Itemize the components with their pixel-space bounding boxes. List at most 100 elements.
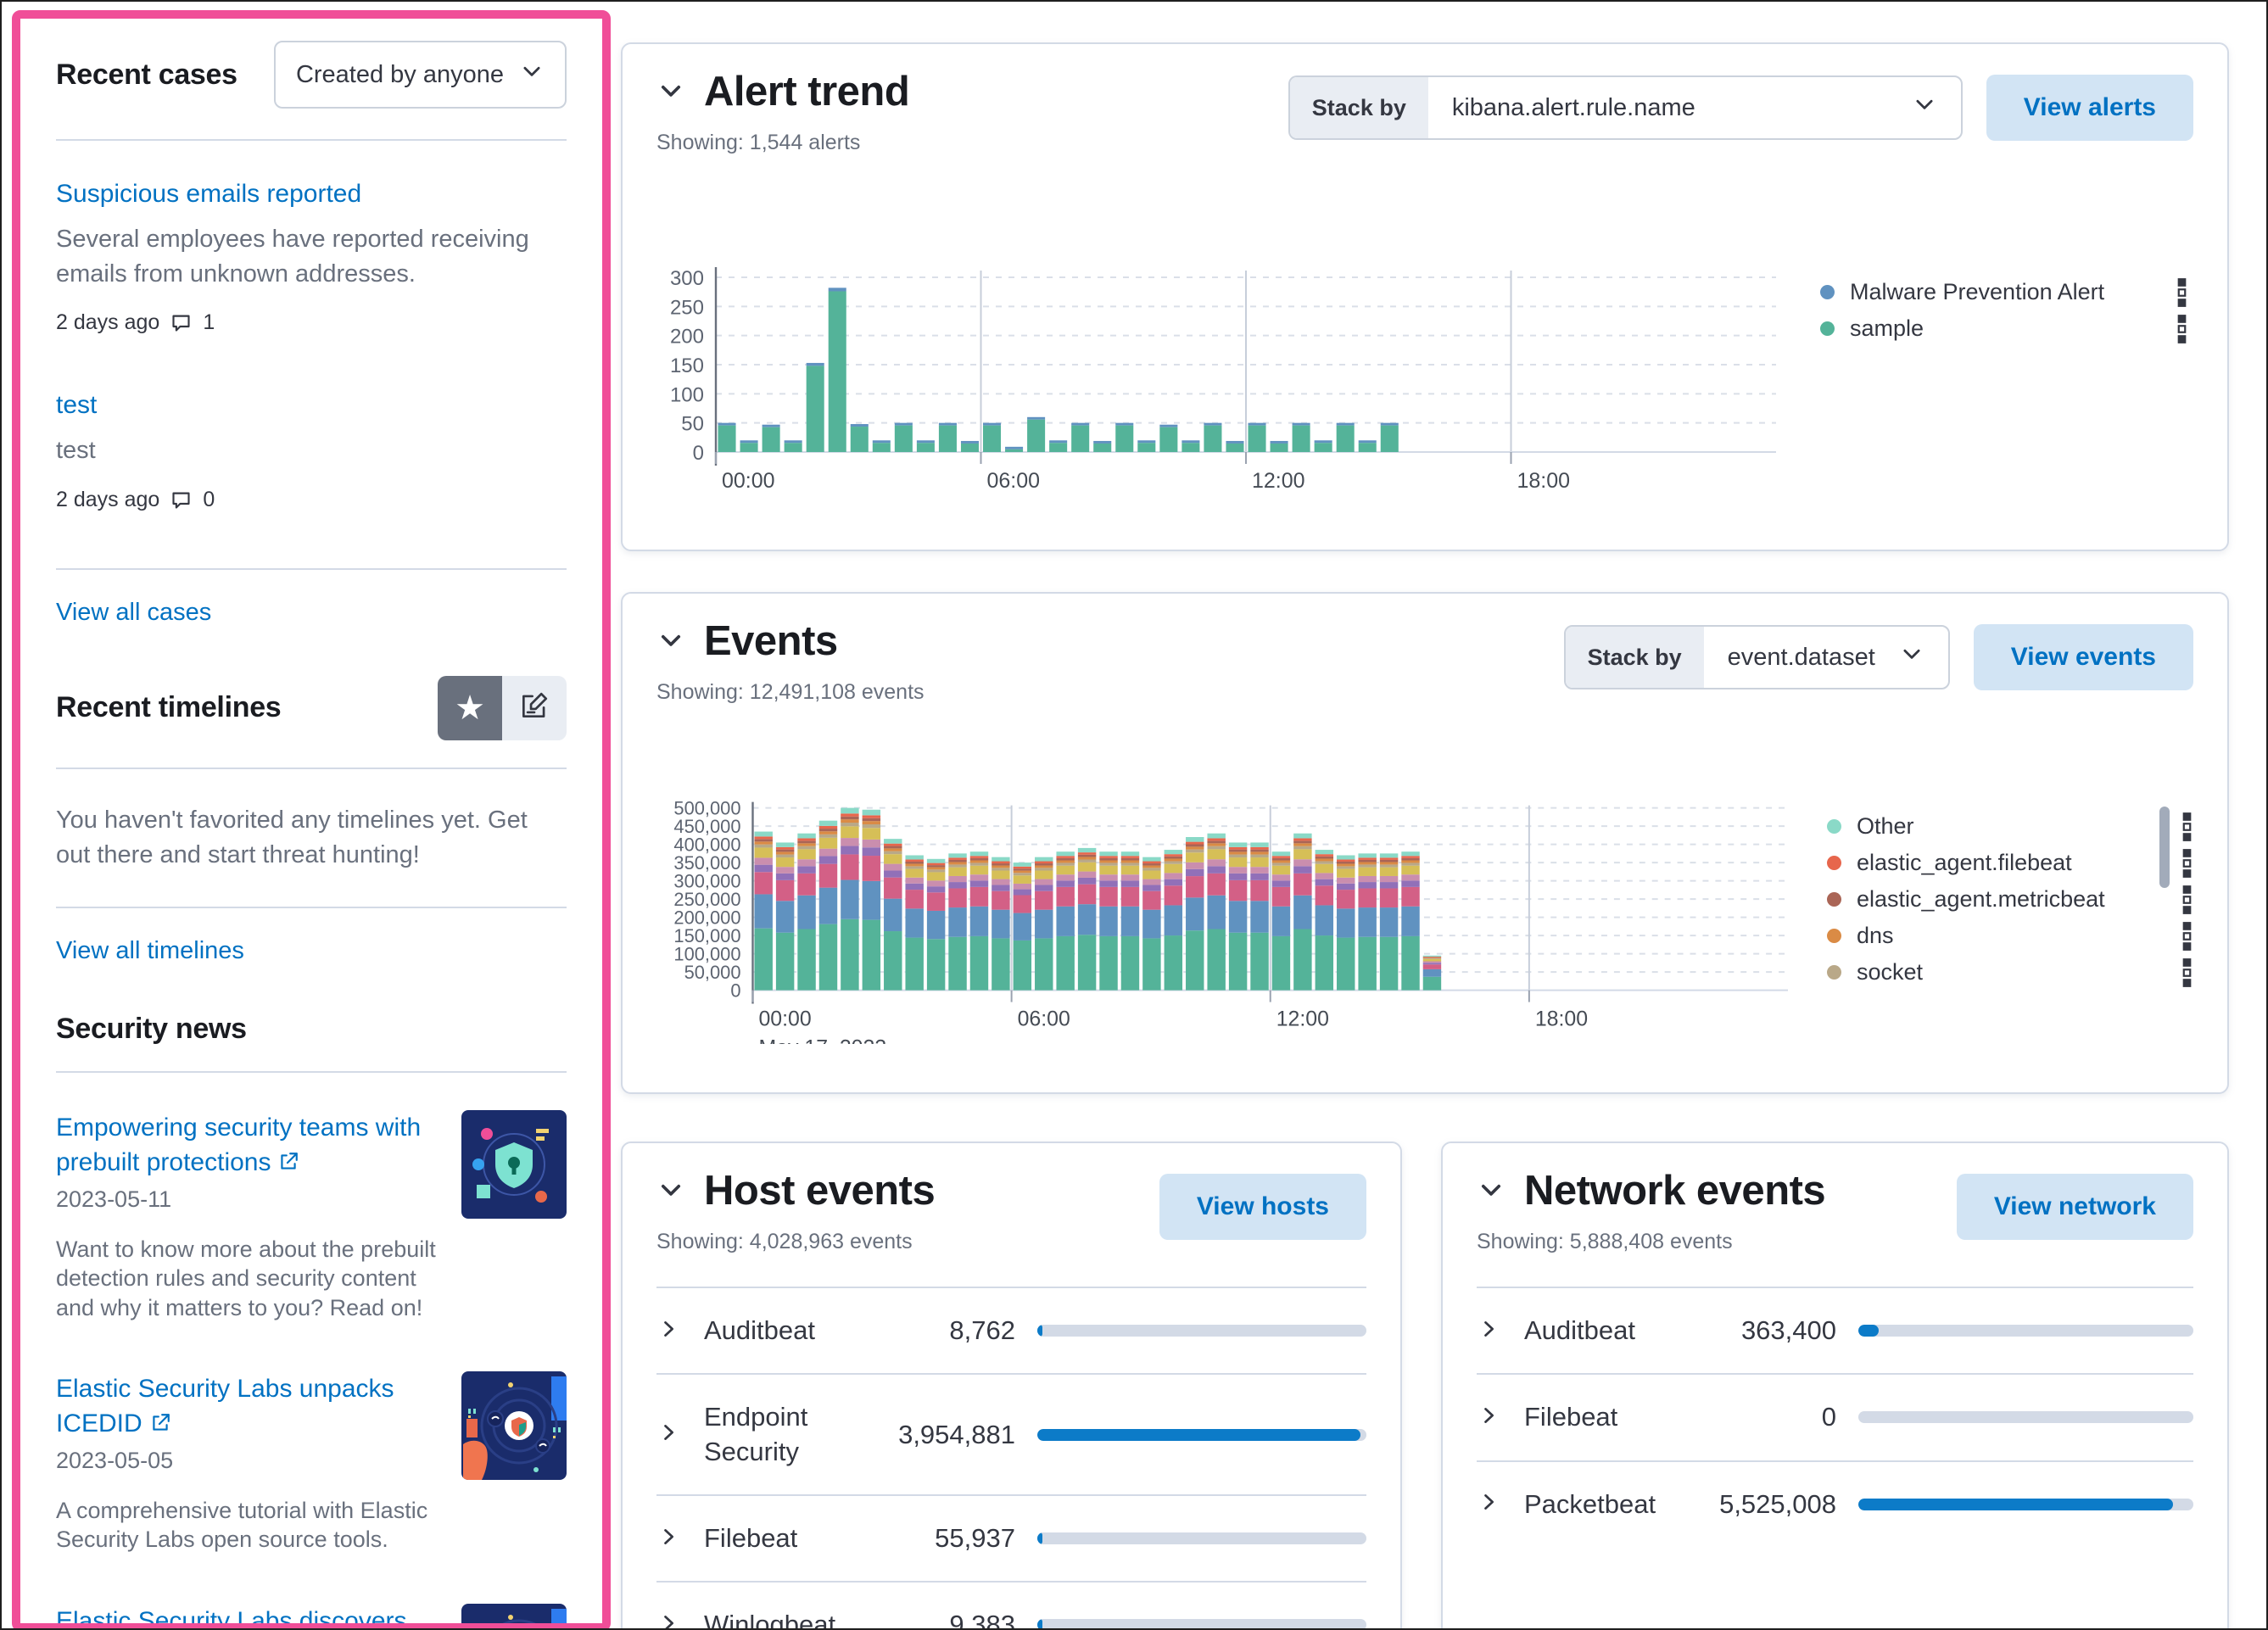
legend-item[interactable]: Other	[1826, 808, 2193, 845]
legend-item[interactable]: sample	[1820, 310, 2188, 347]
security-news-list: Empowering security teams with prebuilt …	[56, 1109, 567, 1630]
star-icon: ★	[455, 689, 485, 727]
view-alerts-button[interactable]: View alerts	[1986, 75, 2193, 141]
timelines-empty-message: You haven't favorited any timelines yet.…	[56, 806, 528, 868]
expand-chevron-icon[interactable]	[1477, 1490, 1500, 1514]
divider	[56, 767, 567, 769]
network-events-title: Network events	[1524, 1168, 1826, 1214]
collapse-chevron-icon[interactable]	[656, 1167, 685, 1214]
network-events-card: Network events Showing: 5,888,408 events…	[1441, 1142, 2229, 1628]
case-age: 2 days ago	[56, 310, 160, 335]
legend-actions-icon[interactable]	[2181, 812, 2193, 842]
network-events-showing: Showing: 5,888,408 events	[1477, 1230, 1733, 1253]
legend-item[interactable]: socket	[1826, 954, 2193, 991]
news-thumbnail	[461, 1109, 567, 1219]
stack-by-value: event.dataset	[1727, 643, 1875, 671]
case-title-link[interactable]: test	[56, 391, 98, 420]
external-link-icon	[281, 1153, 299, 1169]
svg-text:400,000: 400,000	[673, 835, 740, 856]
expand-chevron-icon[interactable]	[656, 1317, 680, 1341]
legend-actions-menu[interactable]	[2176, 314, 2188, 344]
view-hosts-button[interactable]: View hosts	[1159, 1174, 1366, 1240]
alert-stack-by-select[interactable]: Stack by kibana.alert.rule.name	[1288, 75, 1963, 140]
legend-item[interactable]: elastic_agent.filebeat	[1826, 845, 2193, 881]
news-description: A comprehensive tutorial with Elastic Se…	[56, 1498, 428, 1553]
legend-actions-icon[interactable]	[2181, 921, 2193, 952]
expand-chevron-icon[interactable]	[656, 1525, 680, 1549]
legend-item[interactable]: elastic_agent.metricbeat	[1826, 881, 2193, 918]
row-expand-button[interactable]	[1477, 1317, 1502, 1345]
row-expand-button[interactable]	[656, 1525, 682, 1553]
expand-chevron-icon[interactable]	[656, 1611, 680, 1630]
case-item: test test 2 days ago 0	[56, 391, 567, 511]
legend-actions-icon[interactable]	[2176, 277, 2188, 308]
row-expand-button[interactable]	[656, 1317, 682, 1345]
legend-actions-menu[interactable]	[2181, 957, 2193, 988]
news-date: 2023-05-11	[56, 1186, 172, 1213]
legend-actions-menu[interactable]	[2181, 885, 2193, 915]
recently-updated-filter-button[interactable]	[502, 675, 567, 740]
host-events-showing: Showing: 4,028,963 events	[656, 1230, 913, 1253]
svg-text:350,000: 350,000	[673, 852, 740, 874]
recent-cases-list: Suspicious emails reported Several emplo…	[56, 180, 567, 512]
news-date: 2023-05-05	[56, 1448, 174, 1474]
news-title-link[interactable]: Elastic Security Labs discovers the LOBS…	[56, 1606, 407, 1630]
case-description: test	[56, 437, 96, 465]
table-row: Endpoint Security 3,954,881	[656, 1373, 1366, 1494]
expand-chevron-icon[interactable]	[1477, 1404, 1500, 1427]
svg-text:May 17, 2023: May 17, 2023	[758, 1035, 886, 1044]
view-all-timelines-link[interactable]: View all timelines	[56, 936, 244, 964]
stack-by-label: Stack by	[1289, 77, 1428, 138]
favorites-filter-button[interactable]: ★	[438, 675, 502, 740]
expand-chevron-icon[interactable]	[656, 1421, 680, 1444]
collapse-chevron-icon[interactable]	[656, 617, 685, 665]
row-expand-button[interactable]	[656, 1421, 682, 1449]
legend-actions-menu[interactable]	[2181, 812, 2193, 842]
legend-actions-menu[interactable]	[2181, 921, 2193, 952]
svg-text:06:00: 06:00	[987, 469, 1041, 493]
svg-text:300: 300	[670, 267, 704, 290]
row-expand-button[interactable]	[656, 1611, 682, 1630]
row-expand-button[interactable]	[1477, 1490, 1502, 1518]
legend-scrollbar[interactable]	[2159, 807, 2170, 888]
legend-item[interactable]: dns	[1826, 918, 2193, 954]
legend-actions-menu[interactable]	[2176, 277, 2188, 308]
legend-actions-menu[interactable]	[2181, 848, 2193, 879]
legend-actions-icon[interactable]	[2176, 314, 2188, 344]
legend-actions-icon[interactable]	[2181, 848, 2193, 879]
row-expand-button[interactable]	[1477, 1404, 1502, 1432]
expand-chevron-icon[interactable]	[1477, 1317, 1500, 1341]
row-value: 0	[1821, 1402, 1836, 1432]
svg-text:06:00: 06:00	[1018, 1007, 1070, 1030]
news-item: Elastic Security Labs unpacks ICEDID 202…	[56, 1370, 567, 1555]
events-stack-by-select[interactable]: Stack by event.dataset	[1563, 625, 1950, 689]
legend-actions-icon[interactable]	[2181, 885, 2193, 915]
events-chart: 050,000100,000150,000200,000250,000300,0…	[673, 798, 1788, 1044]
cases-filter-dropdown[interactable]: Created by anyone	[273, 41, 567, 109]
svg-text:100,000: 100,000	[673, 944, 740, 965]
news-title-link[interactable]: Empowering security teams with prebuilt …	[56, 1113, 422, 1176]
legend-actions-icon[interactable]	[2181, 957, 2193, 988]
svg-text:150: 150	[670, 354, 704, 377]
chevron-down-icon	[1912, 92, 1937, 124]
view-all-cases-link[interactable]: View all cases	[56, 598, 212, 626]
collapse-chevron-icon[interactable]	[656, 68, 685, 115]
legend-label: Other	[1856, 813, 1914, 839]
svg-text:450,000: 450,000	[673, 816, 740, 837]
timelines-filter-group: ★	[438, 675, 567, 740]
security-news-header: Security news	[56, 1013, 567, 1046]
table-row: Auditbeat 8,762	[656, 1287, 1366, 1373]
legend-label: Malware Prevention Alert	[1850, 279, 2105, 304]
svg-text:250,000: 250,000	[673, 889, 740, 910]
legend-item[interactable]: Malware Prevention Alert	[1820, 274, 2188, 310]
collapse-chevron-icon[interactable]	[1477, 1167, 1505, 1214]
legend-color-dot	[1826, 856, 1841, 870]
view-network-button[interactable]: View network	[1956, 1174, 2193, 1240]
view-events-button[interactable]: View events	[1973, 624, 2193, 690]
events-legend: Other elastic_agent.filebeat elastic_age…	[1796, 798, 2193, 991]
svg-text:50,000: 50,000	[684, 962, 741, 983]
news-title-link[interactable]: Elastic Security Labs unpacks ICEDID	[56, 1374, 394, 1437]
case-title-link[interactable]: Suspicious emails reported	[56, 180, 362, 208]
svg-text:00:00: 00:00	[722, 469, 775, 493]
divider	[56, 139, 567, 141]
